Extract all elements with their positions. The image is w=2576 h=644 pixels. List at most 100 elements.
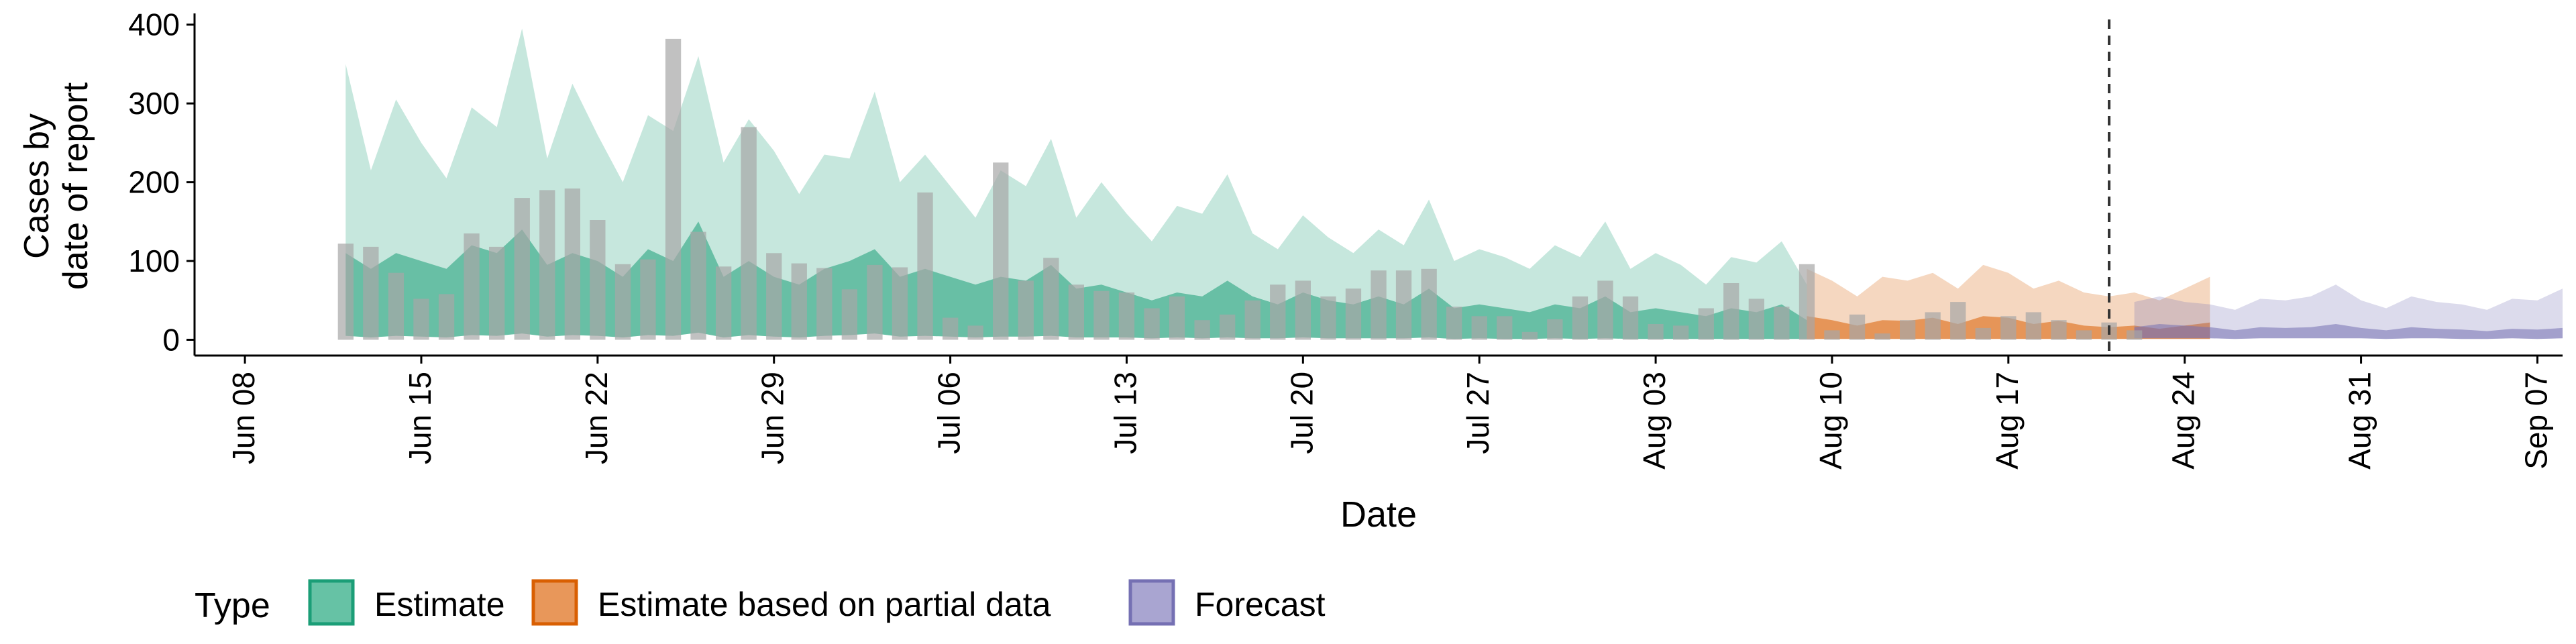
reported-bar bbox=[1295, 280, 1311, 340]
x-tick-labels: Jun 08 Jun 15 Jun 22 Jun 29 Jul 06 Jul 13 Jul … bbox=[226, 372, 2553, 470]
reported-bar bbox=[337, 244, 354, 340]
x-tick-label: Jul 06 bbox=[932, 372, 967, 454]
reported-bar bbox=[791, 263, 807, 340]
reported-bars bbox=[337, 38, 2143, 340]
reported-bar bbox=[1320, 296, 1336, 340]
legend: Type Estimate Estimate based on partial d… bbox=[195, 579, 1326, 626]
x-tick-label: Jul 20 bbox=[1284, 372, 1319, 454]
reported-bar bbox=[1144, 308, 1160, 340]
x-tick-label: Aug 03 bbox=[1637, 372, 1672, 470]
reported-bar bbox=[2000, 316, 2017, 340]
y-tick-label: 400 bbox=[128, 7, 180, 42]
reported-bar bbox=[1118, 292, 1135, 340]
reported-bar bbox=[967, 325, 983, 340]
y-axis-title-line-1: Cases by bbox=[17, 113, 56, 259]
reported-bar bbox=[1395, 270, 1412, 340]
reported-bar bbox=[1093, 290, 1110, 340]
x-tick-label: Sep 07 bbox=[2518, 372, 2553, 470]
reported-bar bbox=[1648, 324, 1664, 340]
x-tick-label: Jun 15 bbox=[402, 372, 437, 464]
reported-bar bbox=[1169, 296, 1185, 340]
reported-bar bbox=[1698, 308, 1714, 340]
reported-bar bbox=[514, 198, 530, 340]
reported-bar bbox=[1673, 325, 1689, 340]
x-tick-label: Aug 17 bbox=[1990, 372, 2025, 470]
reported-bar bbox=[1900, 320, 1916, 340]
y-tick-label: 100 bbox=[128, 244, 180, 278]
reported-bar bbox=[1220, 314, 1236, 340]
reported-bar bbox=[388, 272, 405, 340]
reported-bar bbox=[665, 38, 682, 340]
x-tick-label: Aug 24 bbox=[2166, 372, 2201, 470]
reported-bar bbox=[1043, 258, 1059, 340]
legend-key-0 bbox=[308, 579, 355, 626]
reported-bar bbox=[640, 259, 656, 340]
reported-bar bbox=[1371, 270, 1387, 340]
legend-key-2 bbox=[1128, 579, 1175, 626]
legend-key-1 bbox=[531, 579, 578, 626]
reported-bar bbox=[1597, 280, 1613, 340]
reported-bar bbox=[690, 231, 706, 340]
reported-bar bbox=[841, 289, 857, 340]
reported-bar bbox=[917, 192, 933, 340]
reported-bar bbox=[438, 294, 455, 340]
reported-bar bbox=[1723, 283, 1739, 340]
reported-bar bbox=[1270, 284, 1286, 340]
reported-bar bbox=[1194, 320, 1210, 340]
x-tick-label: Aug 10 bbox=[1813, 372, 1848, 470]
x-tick-label: Jun 08 bbox=[226, 372, 261, 464]
reported-bar bbox=[564, 189, 580, 340]
reported-bar bbox=[867, 264, 883, 340]
x-tick-label: Jul 27 bbox=[1460, 372, 1495, 454]
reported-bar bbox=[2051, 320, 2067, 340]
band-inner-0 bbox=[345, 221, 1807, 339]
reported-bar bbox=[590, 220, 606, 340]
reported-bar bbox=[2127, 330, 2143, 340]
reported-bar bbox=[1799, 264, 1815, 340]
reported-bar bbox=[413, 299, 429, 340]
legend-label-2: Forecast bbox=[1195, 586, 1326, 623]
x-tick-label: Jul 13 bbox=[1108, 372, 1143, 454]
reported-bar bbox=[1244, 300, 1260, 340]
y-tick-label: 0 bbox=[162, 323, 180, 358]
reported-bar bbox=[1471, 316, 1487, 340]
reported-bar bbox=[716, 266, 732, 340]
legend-title: Type bbox=[195, 586, 270, 625]
reported-bar bbox=[1521, 331, 1538, 340]
y-tick-labels: 0 100 200 300 400 bbox=[128, 7, 180, 358]
reported-bar bbox=[741, 127, 757, 340]
reported-bar bbox=[1748, 299, 1764, 340]
reported-bar bbox=[1950, 302, 1966, 340]
reported-bar bbox=[2025, 312, 2041, 340]
legend-label-0: Estimate bbox=[374, 586, 505, 623]
reported-bar bbox=[539, 190, 555, 340]
x-axis-title: Date bbox=[1340, 494, 1417, 535]
reported-bar bbox=[1446, 307, 1462, 340]
reported-bar bbox=[892, 267, 908, 340]
reported-bar bbox=[1345, 288, 1362, 340]
reported-bar bbox=[464, 233, 480, 340]
reported-bar bbox=[766, 253, 782, 340]
reported-bar bbox=[1925, 312, 1941, 340]
x-tick-label: Jun 29 bbox=[755, 372, 790, 464]
legend-label-1: Estimate based on partial data bbox=[598, 586, 1051, 623]
reported-bar bbox=[1421, 268, 1437, 340]
reported-bar bbox=[816, 268, 833, 340]
reported-bar bbox=[1497, 316, 1513, 340]
reported-bar bbox=[1622, 296, 1639, 340]
reported-bar bbox=[363, 246, 379, 340]
reported-bar bbox=[1774, 307, 1790, 340]
x-tick-label: Jun 22 bbox=[579, 372, 614, 464]
reported-bar bbox=[2076, 330, 2092, 340]
axes bbox=[186, 13, 2563, 364]
reported-bar bbox=[489, 246, 505, 340]
reported-bar bbox=[1547, 319, 1563, 340]
x-tick-label: Aug 31 bbox=[2343, 372, 2377, 470]
reported-bar bbox=[943, 317, 959, 340]
reported-bar bbox=[1975, 327, 1991, 340]
y-tick-label: 300 bbox=[128, 86, 180, 121]
reported-bar bbox=[993, 162, 1009, 340]
reported-bar bbox=[1018, 280, 1034, 340]
reported-bar bbox=[1068, 284, 1084, 340]
